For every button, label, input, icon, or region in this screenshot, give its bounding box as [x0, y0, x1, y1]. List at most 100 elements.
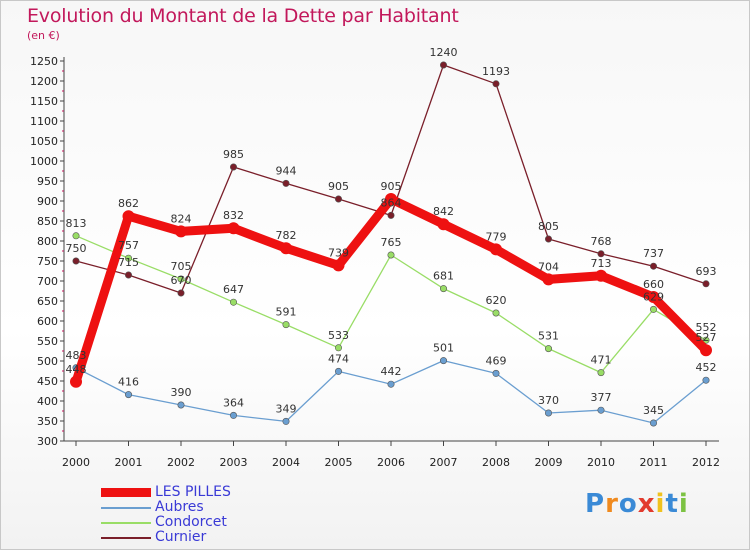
data-point: [542, 273, 555, 286]
data-label: 552: [696, 321, 717, 334]
y-tick-label: 1050: [30, 135, 58, 148]
data-point: [597, 406, 605, 414]
x-tick-label: 2001: [115, 456, 143, 469]
data-label: 842: [433, 205, 454, 218]
data-label: 471: [591, 354, 612, 367]
data-label: 768: [591, 235, 612, 248]
data-point: [282, 321, 290, 329]
x-tick-label: 2005: [325, 456, 353, 469]
legend-label: Condorcet: [155, 514, 227, 530]
data-point: [230, 298, 238, 306]
y-tick-label: 700: [37, 275, 58, 288]
logo-letter: x: [637, 489, 656, 519]
legend-swatch: [101, 521, 151, 524]
data-point: [702, 280, 710, 288]
data-point: [385, 193, 397, 205]
data-point: [334, 195, 342, 203]
x-tick-label: 2010: [587, 456, 615, 469]
data-label: 448: [66, 363, 87, 376]
data-point: [387, 211, 395, 219]
x-tick-label: 2004: [272, 456, 300, 469]
data-label: 864: [381, 196, 402, 209]
data-label: 715: [118, 256, 139, 269]
data-label: 377: [591, 391, 612, 404]
y-tick-label: 500: [37, 355, 58, 368]
data-label: 905: [381, 180, 402, 193]
data-point: [70, 375, 82, 388]
data-label: 390: [171, 386, 192, 399]
data-label: 620: [486, 294, 507, 307]
data-label: 345: [643, 404, 664, 417]
data-point: [439, 285, 447, 293]
data-point: [595, 269, 607, 282]
legend-item: Aubres: [101, 500, 231, 515]
data-point: [649, 262, 657, 270]
x-tick-label: 2011: [640, 456, 668, 469]
legend-label: LES PILLES: [155, 484, 231, 500]
data-point: [72, 257, 80, 265]
data-label: 757: [118, 239, 139, 252]
data-label: 681: [433, 270, 454, 283]
data-point: [490, 243, 502, 256]
data-label: 442: [381, 365, 402, 378]
data-label: 474: [328, 352, 349, 365]
legend: LES PILLES Aubres Condorcet Curnier: [101, 485, 231, 545]
data-point: [332, 259, 345, 272]
data-label: 739: [328, 246, 349, 259]
data-point: [439, 61, 447, 69]
data-label: 349: [276, 402, 297, 415]
data-label: 737: [643, 247, 664, 260]
data-point: [387, 380, 395, 388]
x-tick-label: 2000: [62, 456, 90, 469]
data-label: 765: [381, 236, 402, 249]
y-tick-label: 900: [37, 195, 58, 208]
data-point: [230, 411, 238, 419]
logo-letter: i: [678, 489, 689, 519]
data-label: 629: [643, 290, 664, 303]
data-point: [700, 344, 712, 357]
data-point: [544, 345, 552, 353]
data-point: [227, 222, 240, 235]
y-tick-label: 1200: [30, 75, 58, 88]
data-label: 452: [696, 361, 717, 374]
y-tick-label: 1100: [30, 115, 58, 128]
y-tick-label: 750: [37, 255, 58, 268]
chart-title: Evolution du Montant de la Dette par Hab…: [27, 5, 459, 27]
data-label: 483: [66, 349, 87, 362]
y-tick-label: 850: [37, 215, 58, 228]
data-label: 531: [538, 330, 559, 343]
data-label: 713: [591, 257, 612, 270]
data-point: [597, 250, 605, 258]
data-point: [647, 291, 660, 303]
data-point: [280, 242, 292, 255]
chart-unit: (en €): [27, 29, 60, 42]
y-tick-label: 1000: [30, 155, 58, 168]
logo-letter: i: [655, 489, 666, 519]
data-point: [439, 357, 447, 365]
x-tick-label: 2003: [220, 456, 248, 469]
data-point: [282, 417, 290, 425]
data-label: 782: [276, 229, 297, 242]
data-point: [72, 232, 80, 240]
series-line-les-pilles: [71, 194, 711, 387]
data-label: 704: [538, 260, 559, 273]
data-label: 862: [118, 197, 139, 210]
data-point: [282, 179, 290, 187]
x-tick-label: 2007: [430, 456, 458, 469]
proxiti-logo: Proxiti: [585, 489, 689, 519]
data-point: [544, 409, 552, 417]
legend-swatch: [101, 488, 151, 497]
legend-item: Curnier: [101, 530, 231, 545]
data-point: [175, 225, 187, 238]
legend-swatch: [101, 536, 151, 539]
x-tick-label: 2006: [377, 456, 405, 469]
data-label: 985: [223, 148, 244, 161]
data-point: [437, 218, 450, 231]
data-label: 670: [171, 274, 192, 287]
data-point: [702, 376, 710, 384]
y-tick-label: 950: [37, 175, 58, 188]
y-tick-label: 300: [37, 435, 58, 448]
data-label: 1193: [482, 65, 510, 78]
